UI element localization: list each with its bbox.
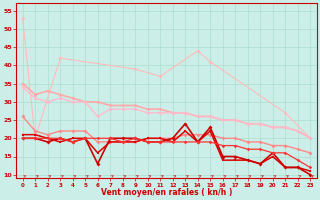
- X-axis label: Vent moyen/en rafales ( kn/h ): Vent moyen/en rafales ( kn/h ): [101, 188, 232, 197]
